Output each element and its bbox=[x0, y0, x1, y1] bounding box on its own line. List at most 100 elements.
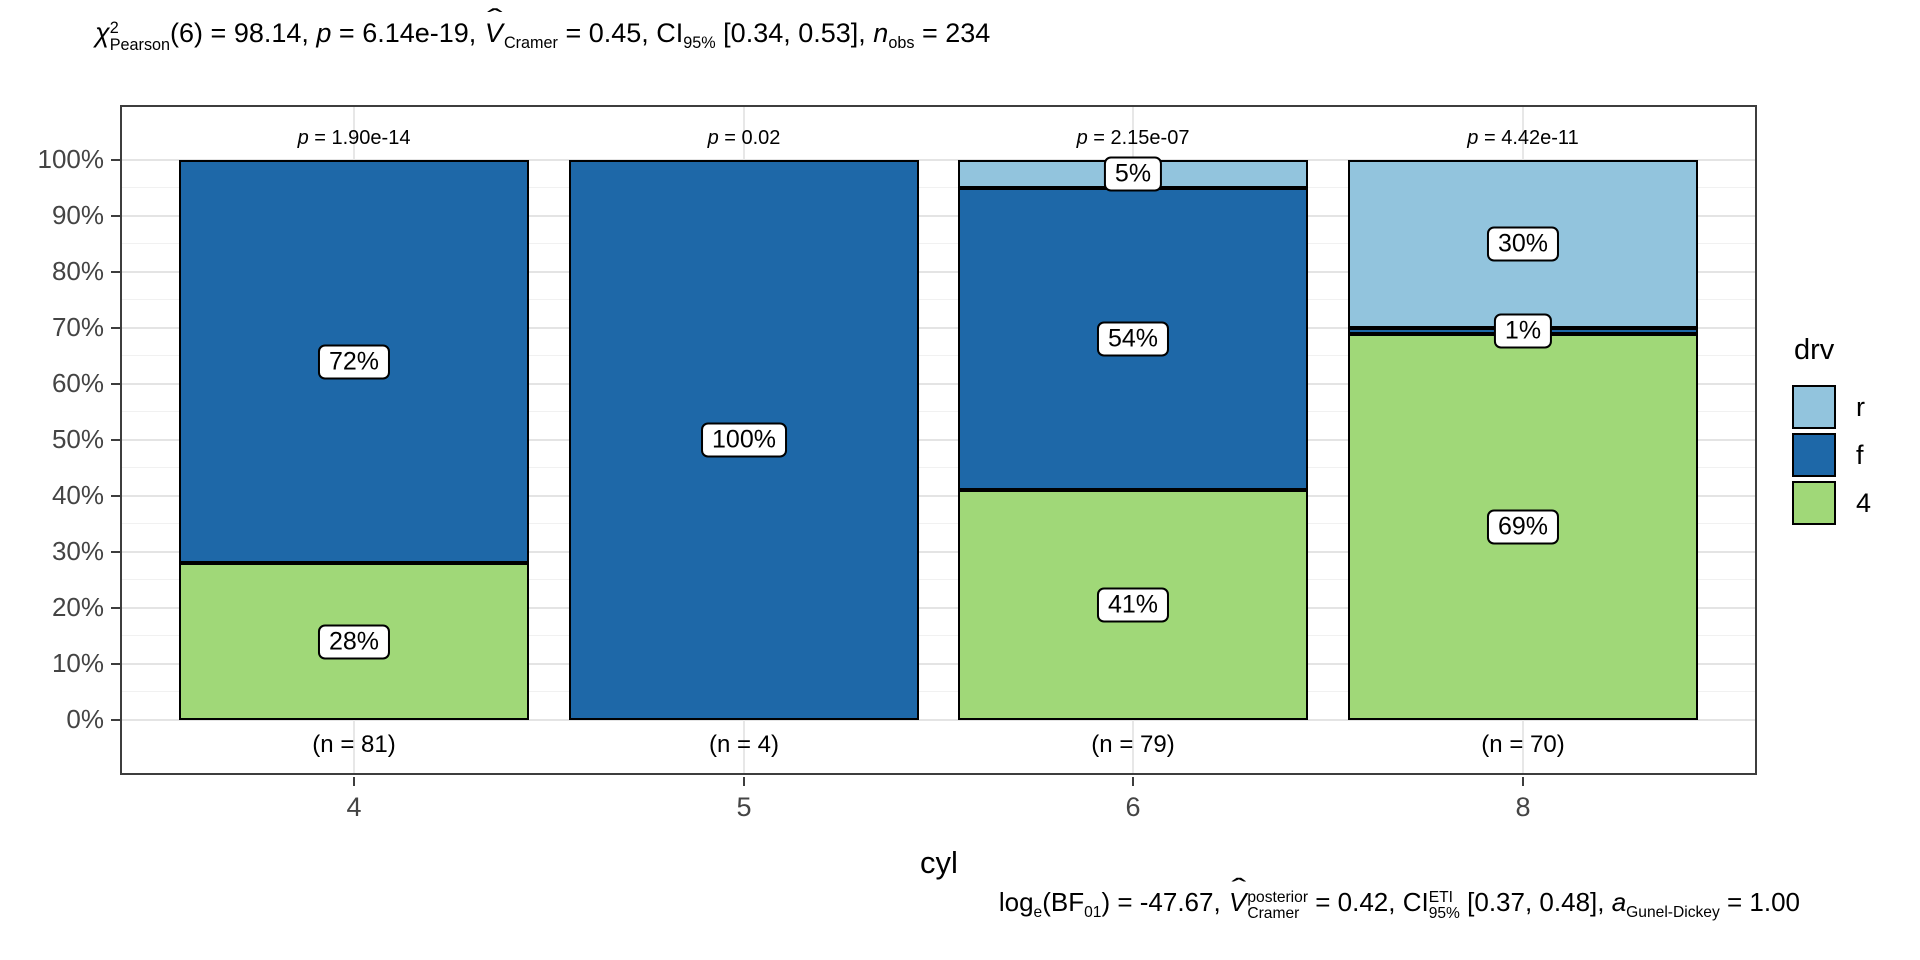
x-tick-label: 4 bbox=[346, 792, 362, 822]
x-tick-mark bbox=[1522, 777, 1524, 786]
segment-percent-label: 28% bbox=[317, 624, 391, 660]
formula-part: Gunel-Dickey bbox=[1626, 903, 1720, 921]
legend-label: r bbox=[1856, 391, 1865, 422]
y-tick-mark bbox=[111, 719, 120, 721]
x-axis-title: cyl bbox=[920, 845, 958, 880]
p-symbol: p bbox=[297, 127, 309, 149]
x-tick-label: 8 bbox=[1515, 792, 1531, 822]
legend-swatch-4 bbox=[1792, 481, 1836, 525]
x-tick-mark bbox=[743, 777, 745, 786]
formula-part: obs bbox=[888, 34, 915, 53]
p-symbol: p bbox=[707, 127, 719, 149]
segment-percent-label: 5% bbox=[1103, 156, 1163, 192]
formula-part: χ bbox=[95, 18, 110, 48]
gridline-minor bbox=[122, 579, 1755, 580]
gridline-major bbox=[122, 327, 1755, 329]
legend-entry-r: r bbox=[1792, 385, 1871, 429]
gridline-minor bbox=[122, 523, 1755, 524]
y-tick-mark bbox=[111, 439, 120, 441]
formula-part: 2 Pearson bbox=[109, 19, 171, 54]
segment-percent-label: 100% bbox=[701, 422, 787, 458]
formula-part: [0.34, 0.53], bbox=[715, 18, 874, 48]
segment-percent-label: 69% bbox=[1486, 509, 1560, 545]
formula-part: = 0.42, CI bbox=[1308, 887, 1429, 917]
y-tick-mark bbox=[111, 495, 120, 497]
gridline-minor bbox=[122, 187, 1755, 188]
formula-part: ETI 95% bbox=[1428, 889, 1460, 922]
formula-part: = 1.00 bbox=[1719, 887, 1800, 917]
y-tick-mark bbox=[111, 607, 120, 609]
formula-part: posterior Cramer bbox=[1247, 889, 1309, 922]
formula-part: Cramer bbox=[503, 34, 558, 53]
p-symbol: p bbox=[1467, 127, 1479, 149]
gridline-major bbox=[122, 607, 1755, 609]
formula-part: (BF bbox=[1042, 887, 1085, 917]
y-tick-label: 80% bbox=[51, 256, 104, 286]
segment-percent-label: 30% bbox=[1486, 226, 1560, 262]
gridline-minor bbox=[122, 411, 1755, 412]
formula-part: ) = -47.67, bbox=[1101, 887, 1228, 917]
x-tick-label: 6 bbox=[1125, 792, 1141, 822]
formula-part: = 6.14e-19, bbox=[331, 18, 484, 48]
gridline-major bbox=[122, 159, 1755, 161]
y-tick-label: 100% bbox=[37, 144, 105, 174]
formula-part: 95% bbox=[683, 34, 716, 53]
formula-part: V bbox=[484, 18, 504, 49]
formula-part: 01 bbox=[1084, 903, 1102, 921]
y-tick-mark bbox=[111, 663, 120, 665]
y-tick-label: 90% bbox=[51, 200, 104, 230]
x-tick-label: 5 bbox=[736, 792, 752, 822]
legend-swatch-f bbox=[1792, 433, 1836, 477]
y-tick-mark bbox=[111, 159, 120, 161]
y-tick-mark bbox=[111, 551, 120, 553]
formula-part: a bbox=[1611, 887, 1627, 917]
gridline-minor bbox=[122, 243, 1755, 244]
gridline-minor bbox=[122, 635, 1755, 636]
y-tick-label: 40% bbox=[51, 480, 104, 510]
formula-part: (6) = 98.14, bbox=[170, 18, 317, 48]
gridline-major bbox=[122, 439, 1755, 441]
p-value-label: p = 1.90e-14 bbox=[297, 127, 411, 149]
y-tick-label: 30% bbox=[51, 536, 104, 566]
gridline-major bbox=[122, 215, 1755, 217]
y-tick-mark bbox=[111, 215, 120, 217]
y-tick-mark bbox=[111, 327, 120, 329]
legend-label: 4 bbox=[1856, 487, 1872, 518]
formula-part: e bbox=[1033, 903, 1043, 921]
formula-part: = 234 bbox=[914, 18, 991, 48]
y-tick-mark bbox=[111, 271, 120, 273]
p-symbol: p bbox=[1076, 127, 1088, 149]
gridline-major bbox=[122, 495, 1755, 497]
gridline-minor bbox=[122, 355, 1755, 356]
y-tick-label: 20% bbox=[51, 592, 104, 622]
segment-percent-label: 54% bbox=[1096, 321, 1170, 357]
formula-part: n bbox=[873, 18, 889, 48]
y-tick-mark bbox=[111, 383, 120, 385]
y-tick-label: 50% bbox=[51, 424, 104, 454]
legend-entry-4: 4 bbox=[1792, 481, 1871, 525]
gridline-minor bbox=[122, 299, 1755, 300]
formula-part: V bbox=[1228, 887, 1247, 918]
count-label: (n = 79) bbox=[1091, 731, 1175, 758]
gridline-major bbox=[122, 551, 1755, 553]
y-tick-label: 0% bbox=[66, 704, 104, 734]
gridline-major bbox=[122, 383, 1755, 385]
segment-percent-label: 72% bbox=[317, 344, 391, 380]
count-label: (n = 4) bbox=[708, 731, 780, 758]
y-tick-label: 70% bbox=[51, 312, 104, 342]
formula-part: = 0.45, CI bbox=[557, 18, 684, 48]
x-tick-mark bbox=[1132, 777, 1134, 786]
gridline-minor bbox=[122, 467, 1755, 468]
gridline-major bbox=[122, 271, 1755, 273]
bar-6-segment-4 bbox=[958, 490, 1308, 720]
plot-panel: 72% 28% p = 1.90e-14 (n = 81) 100% p = 0.02 (n… bbox=[120, 105, 1757, 775]
y-tick-label: 10% bbox=[51, 648, 104, 678]
p-value-label: p = 2.15e-07 bbox=[1076, 127, 1190, 149]
p-value-label: p = 0.02 bbox=[707, 127, 781, 149]
